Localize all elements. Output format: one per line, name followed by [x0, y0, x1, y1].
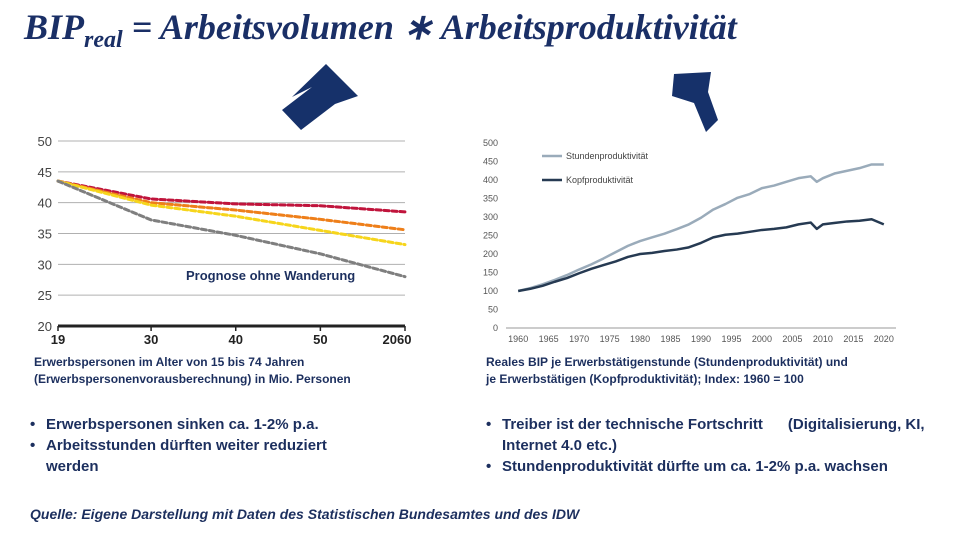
- x-tick-label: 2010: [813, 334, 833, 344]
- x-tick-label: 2015: [843, 334, 863, 344]
- series-line: [56, 179, 407, 214]
- y-tick-label: 500: [483, 138, 498, 148]
- left-caption-line: (Erwerbspersonenvorausberechnung) in Mio…: [34, 372, 351, 386]
- x-tick-label: 1970: [569, 334, 589, 344]
- y-tick-label: 300: [483, 212, 498, 222]
- left-caption: Erwerbspersonen im Alter von 15 bis 74 J…: [34, 354, 454, 388]
- title-equation: = Arbeitsvolumen ∗ Arbeitsproduktivität: [122, 7, 737, 47]
- x-tick-label: 1990: [691, 334, 711, 344]
- x-tick-label: 50: [313, 332, 327, 347]
- series-line: [517, 217, 885, 293]
- x-tick-label: 2060: [383, 332, 412, 347]
- y-tick-label: 350: [483, 194, 498, 204]
- x-tick-label: 1965: [539, 334, 559, 344]
- x-tick-label: 1980: [630, 334, 650, 344]
- list-item: Erwerbspersonen sinken ca. 1-2% p.a.: [30, 414, 380, 435]
- y-tick-label: 25: [38, 288, 52, 303]
- y-tick-label: 40: [38, 196, 52, 211]
- y-tick-label: 30: [38, 257, 52, 272]
- right-caption-line: Reales BIP je Erwerbstätigenstunde (Stun…: [486, 355, 848, 369]
- arrow-left-shape: [282, 64, 358, 130]
- list-item: Treiber ist der technische Fortschritt (…: [486, 414, 936, 456]
- list-item: Arbeitsstunden dürften weiter reduziert …: [30, 435, 380, 477]
- x-tick-label: 2005: [782, 334, 802, 344]
- left-caption-line: Erwerbspersonen im Alter von 15 bis 74 J…: [34, 355, 305, 369]
- x-tick-label: 2000: [752, 334, 772, 344]
- title-bip: BIP: [24, 7, 85, 47]
- title-subscript: real: [84, 27, 123, 53]
- y-tick-label: 20: [38, 319, 52, 334]
- y-tick-label: 35: [38, 227, 52, 242]
- source-note: Quelle: Eigene Darstellung mit Daten des…: [30, 506, 580, 522]
- labor-force-chart: 20 25 30 35 40 45 50 19 30 40 50 2060 Prognose ohne …: [38, 134, 412, 347]
- y-tick-label: 200: [483, 249, 498, 259]
- x-tick-label: 1985: [661, 334, 681, 344]
- right-bullet-list: Treiber ist der technische Fortschritt (…: [486, 414, 936, 477]
- x-tick-label: 1995: [721, 334, 741, 344]
- y-tick-label: 100: [483, 286, 498, 296]
- x-tick-label: 40: [228, 332, 242, 347]
- x-tick-label: 1975: [600, 334, 620, 344]
- y-tick-label: 450: [483, 157, 498, 167]
- y-tick-label: 0: [493, 323, 498, 333]
- y-tick-label: 150: [483, 268, 498, 278]
- x-tick-label: 2020: [874, 334, 894, 344]
- chart-annotation: Prognose ohne Wanderung: [186, 268, 355, 283]
- series-line: [56, 179, 407, 279]
- y-tick-label: 250: [483, 231, 498, 241]
- y-tick-label: 400: [483, 175, 498, 185]
- legend-label: Kopfproduktivität: [566, 175, 634, 185]
- y-tick-label: 50: [488, 305, 498, 315]
- legend-label: Stundenproduktivität: [566, 151, 649, 161]
- series-line: [517, 163, 884, 293]
- y-tick-label: 50: [38, 134, 52, 149]
- arrow-right-shape: [672, 72, 718, 132]
- y-tick-label: 45: [38, 165, 52, 180]
- x-tick-label: 1960: [508, 334, 528, 344]
- page-title: BIPreal = Arbeitsvolumen ∗ Arbeitsproduk…: [24, 6, 954, 66]
- list-item: Stundenproduktivität dürfte um ca. 1-2% …: [486, 456, 936, 477]
- left-bullet-list: Erwerbspersonen sinken ca. 1-2% p.a. Arb…: [30, 414, 380, 477]
- x-tick-label: 30: [144, 332, 158, 347]
- right-caption: Reales BIP je Erwerbstätigenstunde (Stun…: [486, 354, 926, 388]
- productivity-chart: 0 50 100 150 200 250 300 350 400 450 500 1960 1965 19…: [483, 138, 896, 344]
- series-line: [56, 179, 407, 247]
- x-tick-label: 19: [51, 332, 65, 347]
- series-line: [56, 179, 407, 232]
- right-caption-line: je Erwerbstätigen (Kopfproduktivität); I…: [486, 372, 804, 386]
